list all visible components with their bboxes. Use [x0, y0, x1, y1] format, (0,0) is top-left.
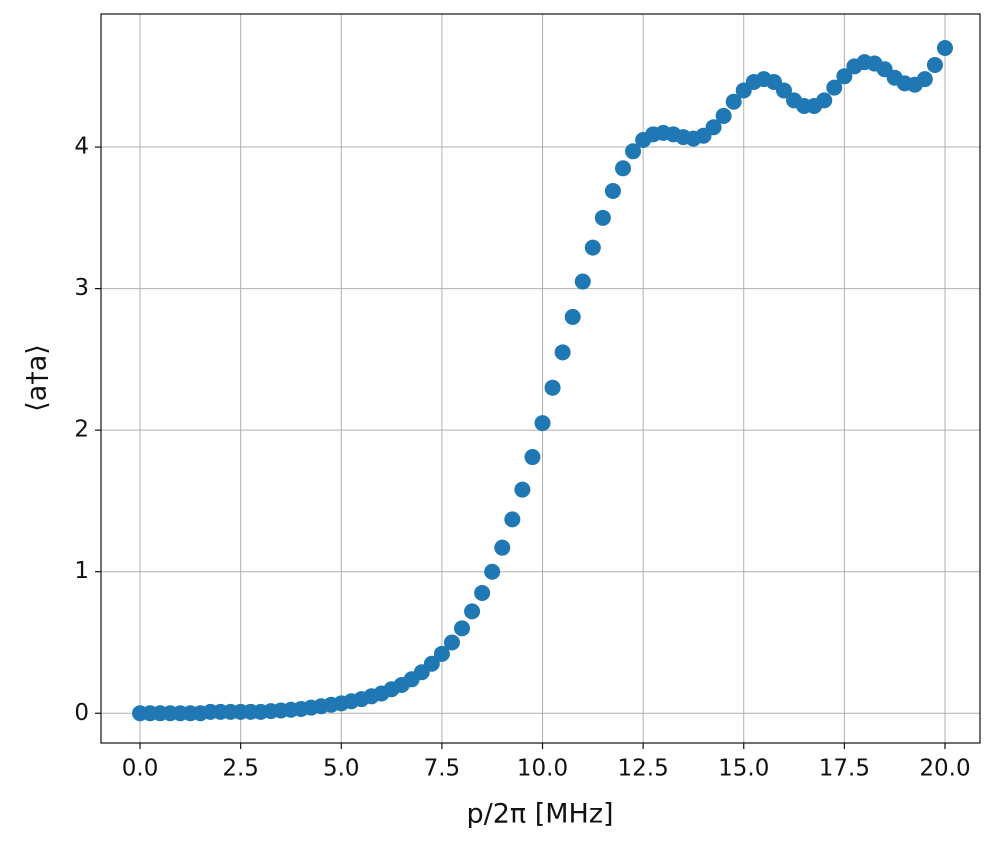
- x-tick-label: 20.0: [919, 756, 970, 782]
- y-tick-label: 0: [74, 700, 89, 726]
- x-tick-label: 17.5: [819, 756, 870, 782]
- point: [775, 82, 792, 99]
- x-tick-label: 5.0: [323, 756, 360, 782]
- y-tick-label: 2: [74, 417, 89, 443]
- point: [715, 107, 732, 124]
- point: [836, 68, 853, 85]
- point: [594, 209, 611, 226]
- point: [826, 79, 843, 96]
- point: [464, 603, 481, 620]
- point: [604, 182, 621, 199]
- x-tick-label: 0.0: [122, 756, 159, 782]
- point: [625, 143, 642, 160]
- point: [554, 344, 571, 361]
- point: [534, 415, 551, 432]
- y-tick-label: 1: [74, 558, 89, 584]
- x-tick-label: 7.5: [424, 756, 461, 782]
- y-axis-label: ⟨a†a⟩: [22, 344, 53, 412]
- point: [816, 92, 833, 109]
- point: [433, 645, 450, 662]
- y-tick-label: 4: [74, 134, 89, 160]
- point: [504, 511, 521, 528]
- point: [484, 563, 501, 580]
- point: [454, 620, 471, 637]
- y-tick-label: 3: [74, 275, 89, 301]
- point: [584, 239, 601, 256]
- x-tick-label: 15.0: [718, 756, 769, 782]
- point: [564, 308, 581, 325]
- point: [916, 71, 933, 88]
- point: [936, 39, 953, 56]
- x-tick-label: 10.0: [517, 756, 568, 782]
- plot-frame: [100, 13, 981, 744]
- point: [544, 379, 561, 396]
- point: [725, 93, 742, 110]
- point: [524, 449, 541, 466]
- point: [443, 634, 460, 651]
- point: [494, 539, 511, 556]
- x-tick-label: 2.5: [222, 756, 259, 782]
- point: [705, 119, 722, 136]
- point: [615, 160, 632, 177]
- point: [423, 655, 440, 672]
- x-tick-label: 12.5: [618, 756, 669, 782]
- point: [926, 56, 943, 73]
- x-axis-label: p/2π [MHz]: [466, 799, 613, 830]
- point: [574, 273, 591, 290]
- point: [514, 481, 531, 498]
- point: [474, 584, 491, 601]
